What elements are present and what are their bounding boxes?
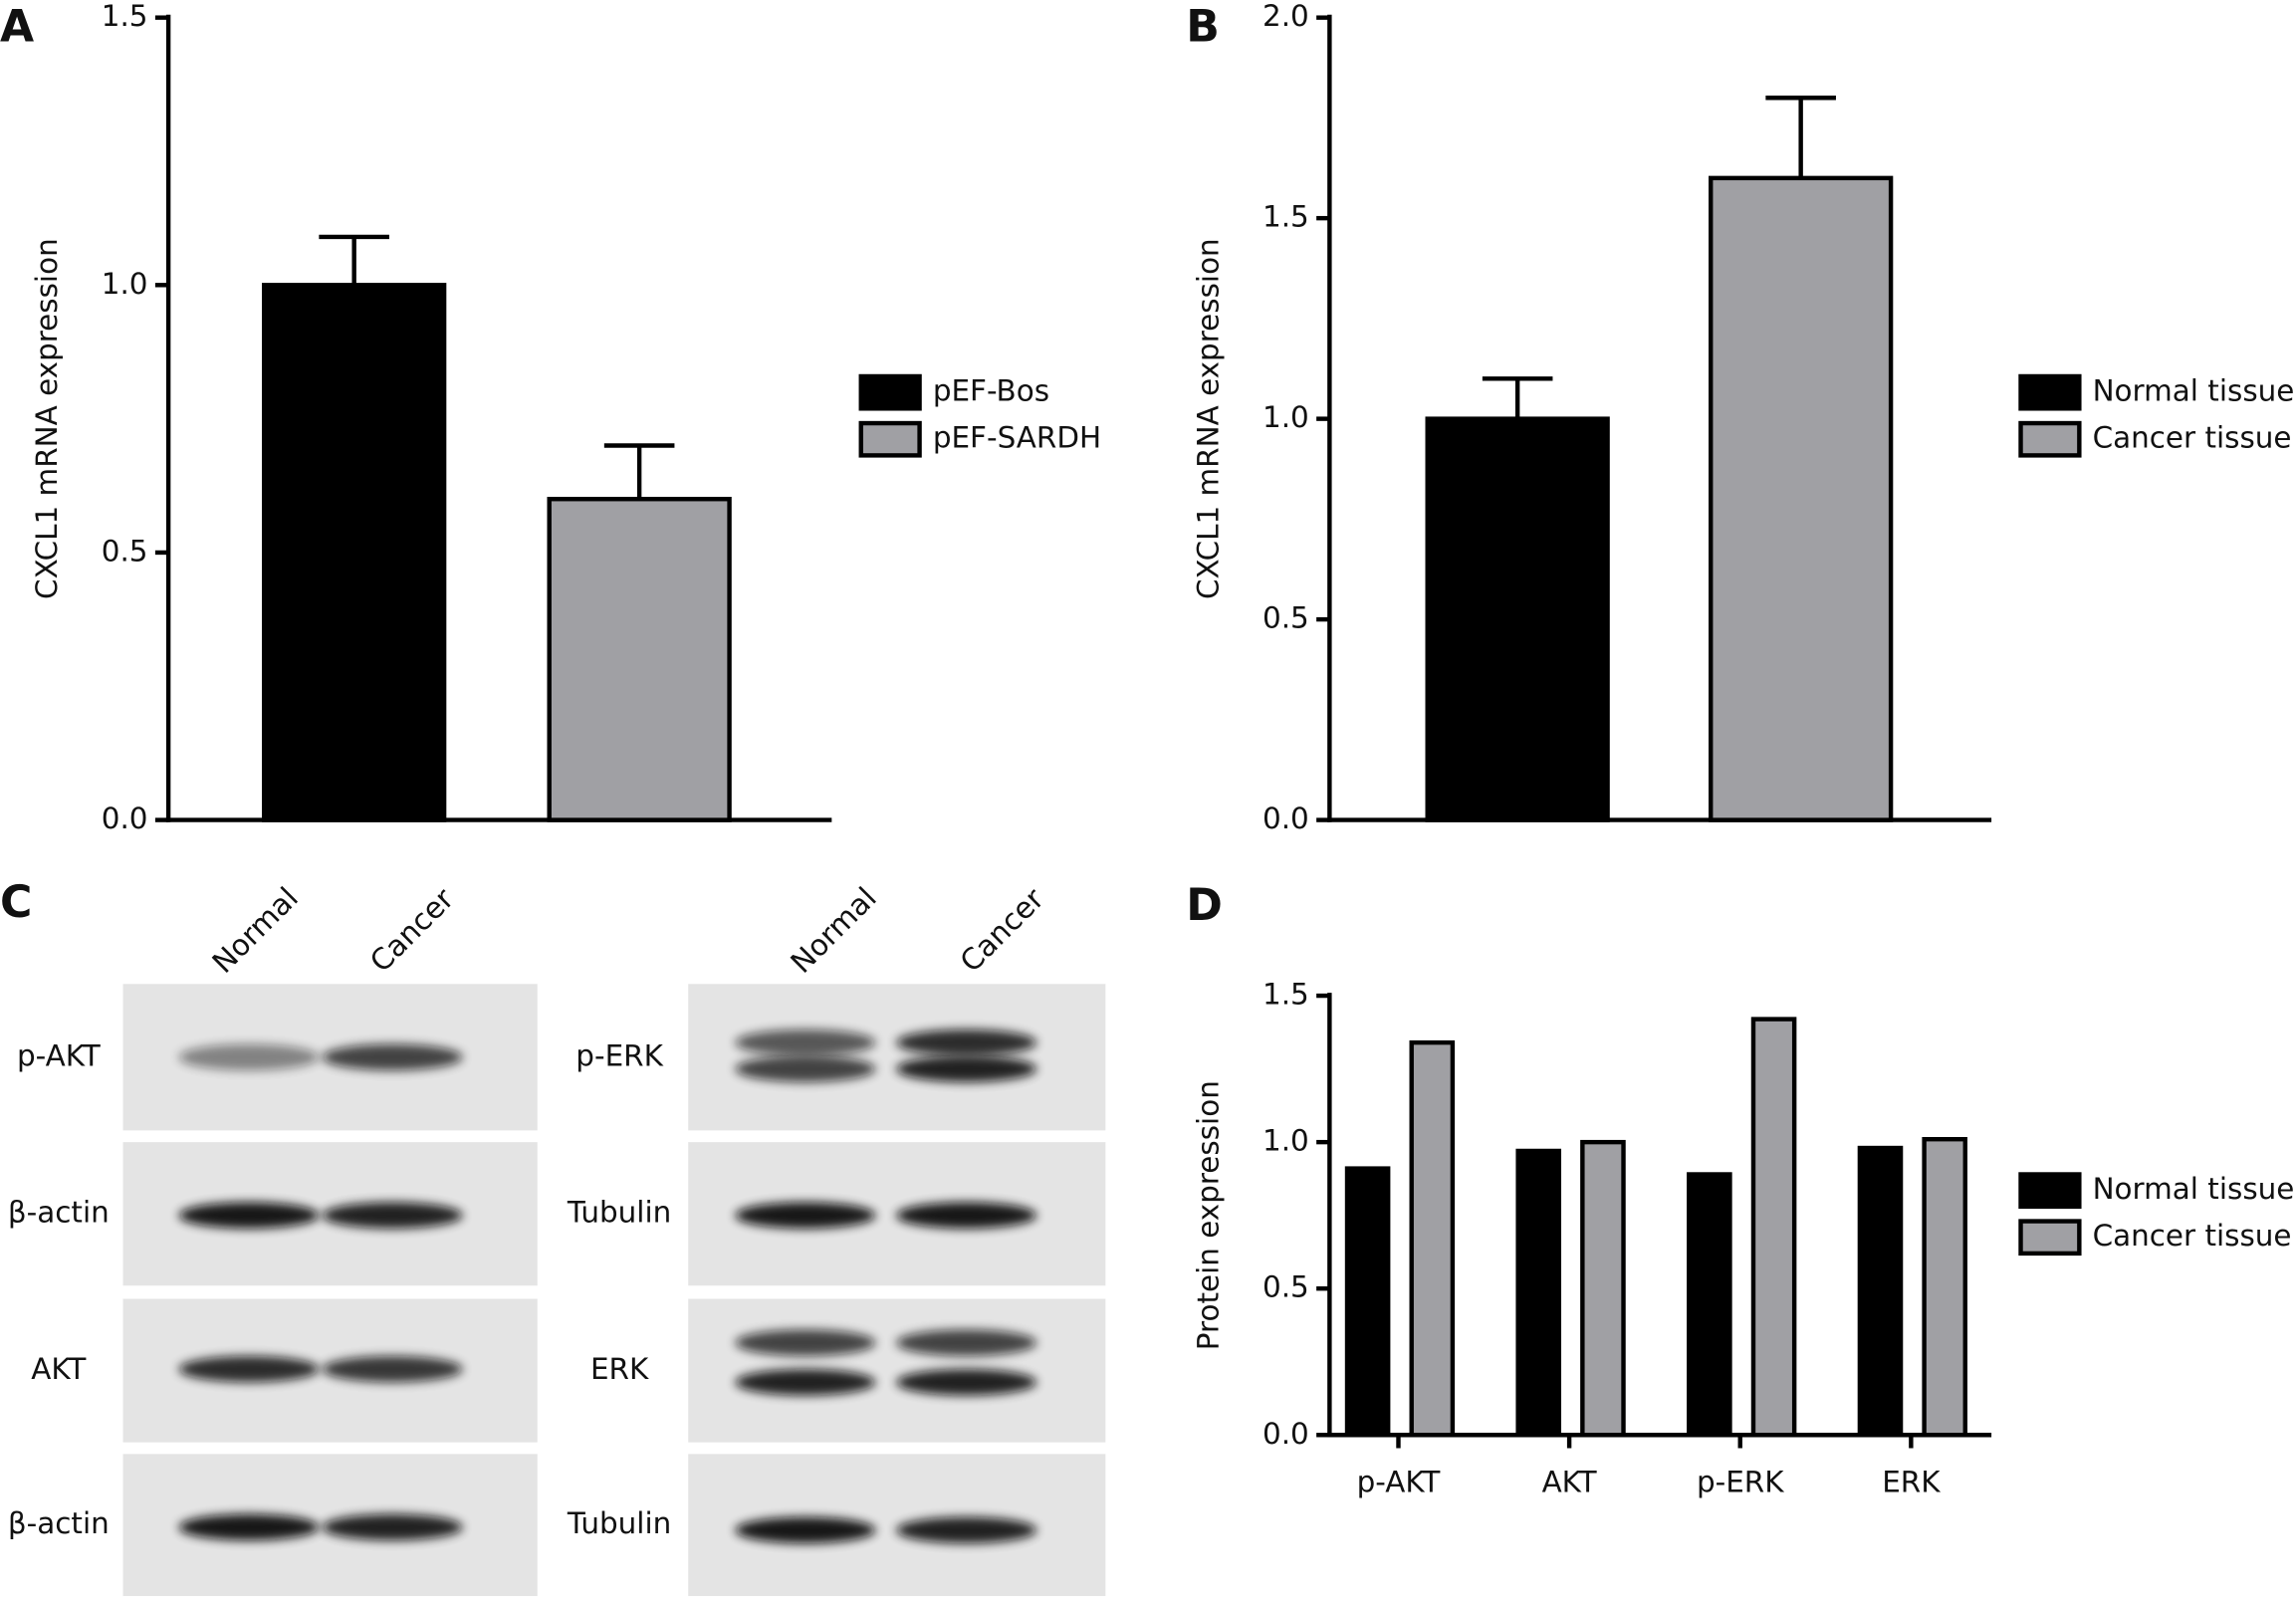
blot-strip bbox=[688, 1298, 1106, 1443]
error-bar bbox=[1765, 96, 1836, 178]
bar bbox=[1750, 1017, 1797, 1438]
y-axis-label: Protein expression bbox=[1191, 1080, 1225, 1350]
blot-band bbox=[322, 1513, 463, 1541]
blot-band bbox=[178, 1513, 320, 1541]
legend-swatch bbox=[2018, 1172, 2082, 1210]
error-bar bbox=[603, 443, 675, 500]
blot-band bbox=[896, 1028, 1037, 1056]
lane-label: Normal bbox=[785, 881, 883, 980]
blot-band bbox=[735, 1329, 876, 1356]
legend-label: Normal tissue bbox=[2093, 1172, 2295, 1206]
bar bbox=[1515, 1148, 1562, 1438]
bar bbox=[1344, 1166, 1391, 1438]
x-tick-label: AKT bbox=[1542, 1465, 1598, 1498]
row-label: Tubulin bbox=[567, 1196, 671, 1230]
lane-label: Normal bbox=[206, 881, 305, 980]
blot-band bbox=[322, 1043, 463, 1071]
blot-band bbox=[896, 1369, 1037, 1396]
blot-strip bbox=[688, 984, 1106, 1131]
blot-band bbox=[178, 1202, 320, 1229]
y-tick-label: 0.5 bbox=[102, 534, 148, 568]
y-tick-label: 1.0 bbox=[1263, 1124, 1309, 1158]
bar bbox=[1687, 1172, 1732, 1438]
blot-band bbox=[896, 1202, 1037, 1229]
lane-label: Cancer bbox=[363, 881, 461, 979]
blot-band bbox=[178, 1043, 320, 1071]
bar bbox=[1409, 1039, 1456, 1438]
y-tick-label: 0.5 bbox=[1263, 1270, 1309, 1304]
row-label: p-AKT bbox=[17, 1038, 102, 1072]
bar bbox=[1922, 1136, 1967, 1438]
legend-label: pEF-Bos bbox=[933, 374, 1049, 408]
legend-label: Cancer tissue bbox=[2093, 1219, 2292, 1253]
bar bbox=[1580, 1139, 1626, 1438]
row-label: β-actin bbox=[8, 1506, 110, 1540]
blot-band bbox=[735, 1369, 876, 1396]
blot-band bbox=[896, 1516, 1037, 1544]
row-label: AKT bbox=[31, 1352, 87, 1386]
row-label: ERK bbox=[590, 1352, 649, 1386]
error-bar bbox=[319, 234, 389, 286]
legend-swatch bbox=[858, 373, 922, 411]
legend-swatch bbox=[2018, 1219, 2082, 1256]
legend-label: pEF-SARDH bbox=[933, 421, 1101, 455]
legend-label: Normal tissue bbox=[2093, 374, 2295, 408]
y-axis-label: CXCL1 mRNA expression bbox=[1191, 238, 1225, 599]
x-tick-label: p-AKT bbox=[1357, 1465, 1442, 1498]
bar bbox=[1857, 1145, 1904, 1438]
legend-swatch bbox=[2018, 373, 2082, 411]
blot-band bbox=[735, 1516, 876, 1544]
panel-letter: D bbox=[1186, 880, 1223, 931]
y-tick-label: 0.5 bbox=[1263, 601, 1309, 635]
y-tick-label: 0.0 bbox=[1263, 801, 1309, 835]
row-label: p-ERK bbox=[575, 1038, 663, 1072]
y-tick-label: 0.0 bbox=[102, 801, 148, 835]
bar bbox=[547, 497, 732, 822]
row-label: Tubulin bbox=[567, 1506, 671, 1540]
bar bbox=[1425, 416, 1610, 822]
y-tick-label: 1.0 bbox=[1263, 400, 1309, 434]
blot-band bbox=[735, 1055, 876, 1082]
y-tick-label: 1.0 bbox=[102, 267, 148, 301]
y-tick-label: 2.0 bbox=[1263, 0, 1309, 33]
legend-label: Cancer tissue bbox=[2093, 421, 2292, 455]
bar bbox=[1709, 175, 1894, 822]
panel-letter: C bbox=[0, 877, 32, 928]
blot-band bbox=[322, 1202, 463, 1229]
y-tick-label: 1.5 bbox=[102, 0, 148, 33]
legend-swatch bbox=[2018, 420, 2082, 458]
blot-band bbox=[178, 1355, 320, 1383]
blot-band bbox=[322, 1355, 463, 1383]
panel-letter: A bbox=[0, 1, 34, 52]
blot-band bbox=[896, 1329, 1037, 1356]
y-tick-label: 0.0 bbox=[1263, 1417, 1309, 1451]
error-bar bbox=[1482, 376, 1553, 419]
x-tick-label: p-ERK bbox=[1697, 1465, 1784, 1498]
blot-band bbox=[896, 1055, 1037, 1082]
legend-swatch bbox=[858, 420, 922, 458]
y-tick-label: 1.5 bbox=[1263, 978, 1309, 1012]
panel-letter: B bbox=[1186, 1, 1220, 52]
blot-band bbox=[735, 1028, 876, 1056]
lane-label: Cancer bbox=[954, 881, 1051, 979]
bar bbox=[262, 283, 447, 822]
blot-band bbox=[735, 1202, 876, 1229]
row-label: β-actin bbox=[8, 1196, 110, 1230]
y-tick-label: 1.5 bbox=[1263, 200, 1309, 234]
y-axis-label: CXCL1 mRNA expression bbox=[30, 238, 64, 599]
x-tick-label: ERK bbox=[1882, 1465, 1941, 1498]
